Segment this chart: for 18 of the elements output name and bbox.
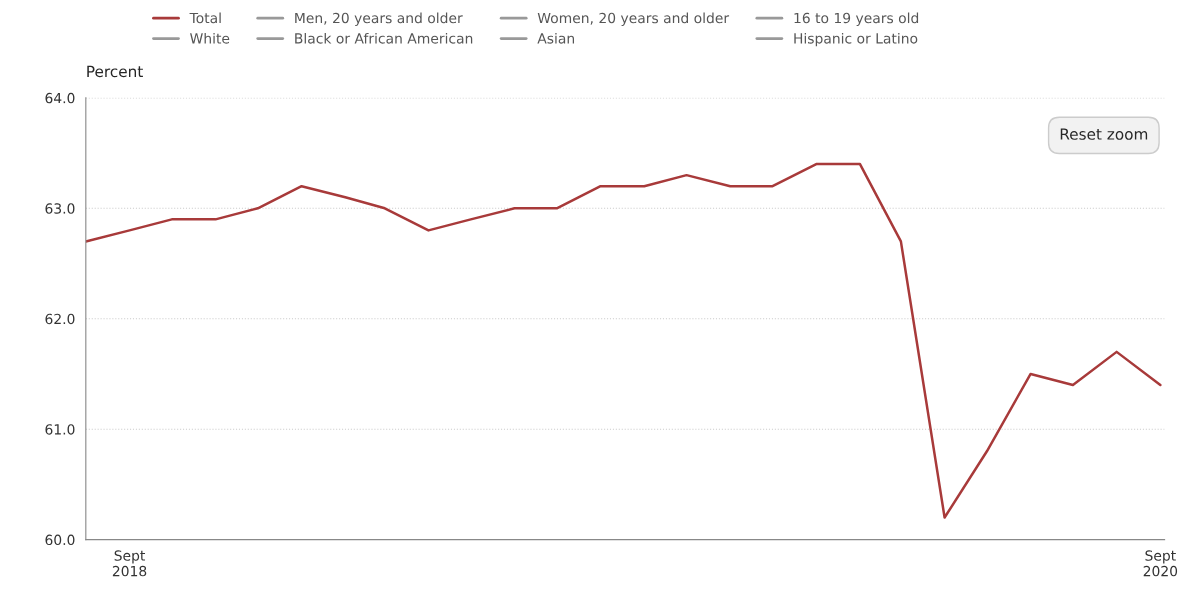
line-series [85,162,1162,519]
y-tick-label: 60.0 [45,534,75,546]
y-axis-title: Percent [87,65,143,78]
annotation: Reset zoom [1060,128,1148,140]
y-tick-label: 64.0 [45,92,75,104]
y-tick-label: 61.0 [45,424,75,435]
legend-label: Black or African American [295,32,473,44]
x-tick-label: Sept 2018 [112,550,147,577]
legend-label: White [190,32,230,44]
legend-label: Hispanic or Latino [794,32,918,47]
y-tick-label: 63.0 [45,203,75,214]
x-tick-label: Sept 2020 [1143,550,1178,577]
legend-label: Women, 20 years and older [537,12,730,26]
legend-label: Men, 20 years and older [295,12,463,26]
y-tick-label: 62.0 [45,313,75,325]
legend-label: Asian [537,32,575,44]
legend-label: 16 to 19 years old [794,12,919,26]
legend-label: Total [189,12,221,24]
